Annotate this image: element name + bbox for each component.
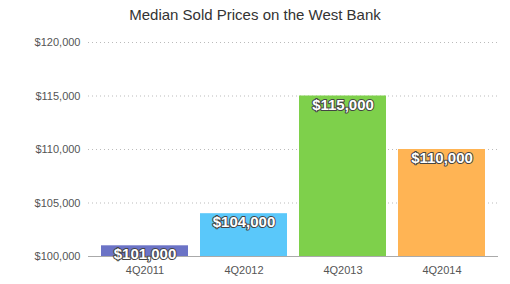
svg-text:$105,000: $105,000 bbox=[35, 197, 81, 209]
svg-text:$100,000: $100,000 bbox=[35, 250, 81, 262]
svg-text:$120,000: $120,000 bbox=[35, 36, 81, 48]
svg-text:4Q2012: 4Q2012 bbox=[224, 264, 263, 276]
svg-text:$110,000: $110,000 bbox=[411, 149, 473, 166]
svg-text:$104,000: $104,000 bbox=[213, 213, 276, 230]
html-text:Median Sold Prices on the West: Median Sold Prices on the West Bank bbox=[129, 6, 381, 23]
svg-text:4Q2014: 4Q2014 bbox=[422, 264, 461, 276]
svg-text:4Q2011: 4Q2011 bbox=[126, 264, 164, 276]
svg-text:$115,000: $115,000 bbox=[35, 90, 80, 102]
svg-text:$101,000: $101,000 bbox=[114, 245, 177, 262]
svg-text:$110,000: $110,000 bbox=[35, 143, 80, 155]
svg-text:4Q2013: 4Q2013 bbox=[323, 264, 362, 276]
svg-text:$115,000: $115,000 bbox=[312, 96, 374, 113]
